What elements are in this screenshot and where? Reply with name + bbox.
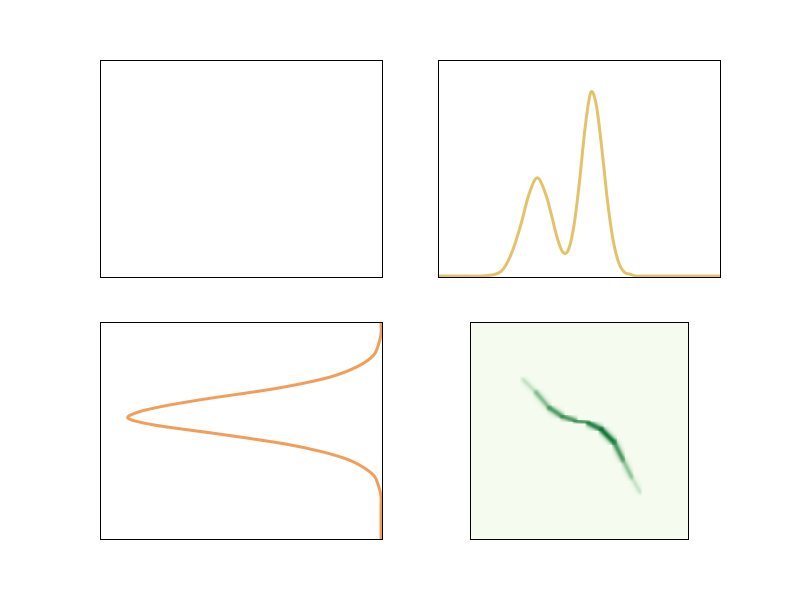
heatmap-ridge-core-segment	[599, 427, 617, 445]
heatmap-ridge-core-segment	[560, 414, 578, 423]
heatmap-ridge-core-segment	[621, 458, 634, 479]
panel-bottom-right	[470, 322, 689, 540]
heatmap-ridge-core-segment	[534, 390, 551, 410]
axes-frame-top-right	[438, 60, 721, 278]
heatmap-ridge-core-segment	[630, 475, 642, 494]
heatmap-ridge-core-segment	[586, 420, 604, 432]
line-series-bottom-left	[126, 323, 382, 540]
heatmap-ridge-core-segment	[612, 440, 625, 462]
heatmap-ridge	[520, 376, 643, 495]
heatmap-ridge-core-segment	[521, 378, 538, 394]
panel-top-right	[438, 60, 721, 278]
heatmap-ridge-core-segment	[547, 405, 565, 419]
line-series-top-right	[439, 90, 720, 278]
panel-top-left	[100, 60, 383, 278]
axes-frame-bottom-right	[470, 322, 689, 540]
heatmap-background	[470, 322, 689, 540]
heatmap-ridge-core-segment	[573, 418, 591, 425]
panel-bottom-left	[100, 322, 383, 540]
axes-frame-bottom-left	[100, 322, 383, 540]
axes-frame-top-left	[100, 60, 383, 278]
